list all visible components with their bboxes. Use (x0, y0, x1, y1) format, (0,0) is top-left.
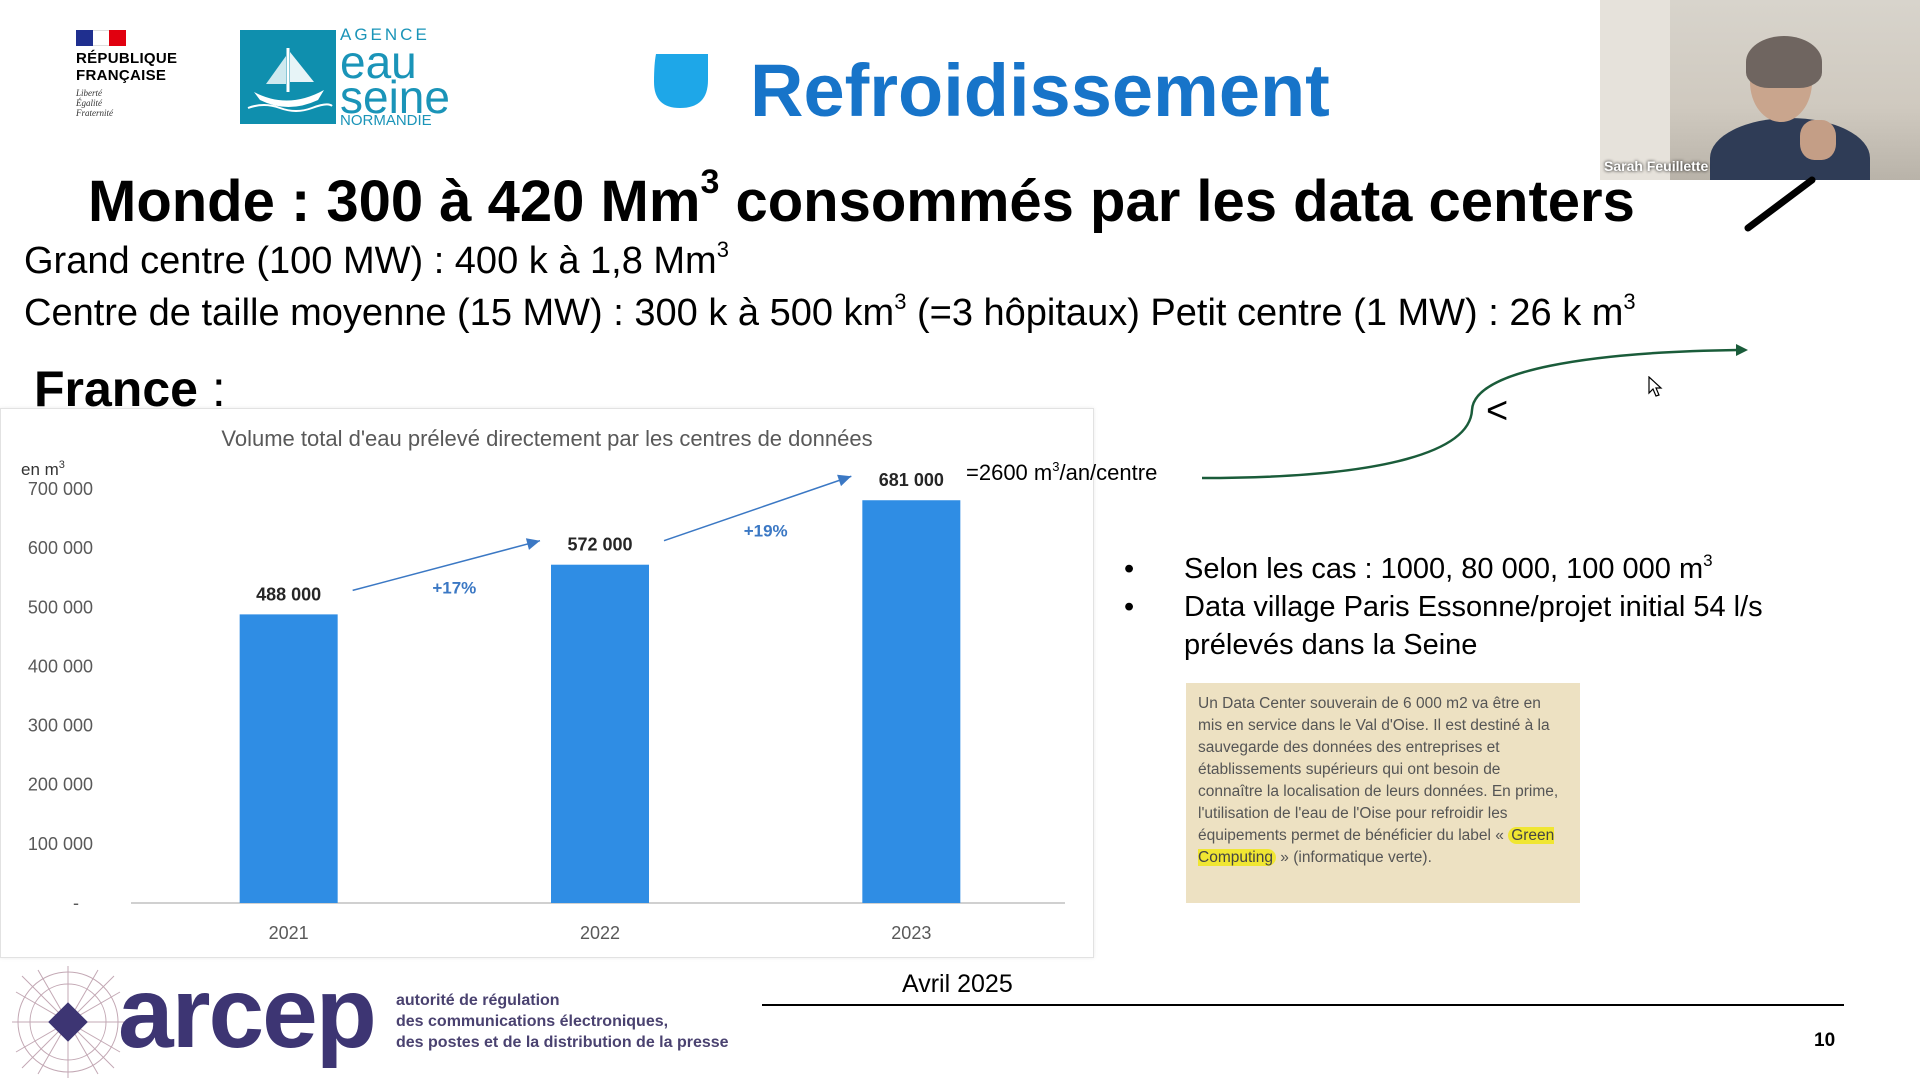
x-tick-label: 2022 (580, 923, 620, 943)
motto-egalite: Égalité (76, 98, 102, 108)
bar-2022 (551, 564, 649, 903)
bullet-list: • Selon les cas : 1000, 80 000, 100 000 … (1124, 550, 1884, 664)
growth-arrow-line (663, 475, 852, 542)
republique-francaise-logo: RÉPUBLIQUE FRANÇAISE Liberté Égalité Fra… (76, 30, 196, 118)
webcam-video-tile[interactable]: Sarah Feuillette (1600, 0, 1920, 180)
republic-name: RÉPUBLIQUE FRANÇAISE (76, 50, 196, 84)
republic-motto: Liberté Égalité Fraternité (76, 88, 196, 118)
growth-label: +17% (432, 579, 476, 598)
y-tick-label: 400 000 (28, 656, 93, 676)
y-tick-label: 600 000 (28, 538, 93, 558)
bullet-text-1: Selon les cas : 1000, 80 000, 100 000 m3 (1184, 551, 1713, 585)
bar-value-label: 681 000 (879, 470, 944, 490)
y-tick-label: 700 000 (28, 479, 93, 499)
bar-value-label: 572 000 (567, 535, 632, 555)
x-tick-label: 2021 (269, 923, 309, 943)
agency-line1: AGENCE (340, 25, 430, 44)
bullet-dot: • (1124, 591, 1135, 623)
republic-name-line1: RÉPUBLIQUE (76, 50, 178, 67)
arcep-logo-word: arcep (118, 957, 377, 1069)
newspaper-clipping: Un Data Center souverain de 6 000 m2 va … (1186, 683, 1580, 903)
motto-fraternite: Fraternité (76, 108, 113, 118)
mouse-cursor-icon (1648, 376, 1663, 397)
world-heading: Monde : 300 à 420 Mm3 consommés par les … (88, 163, 1635, 234)
trend-up-arrow-icon (1738, 172, 1828, 234)
y-tick-label: 100 000 (28, 834, 93, 854)
y-tick-label: 500 000 (28, 597, 93, 617)
list-item: • Selon les cas : 1000, 80 000, 100 000 … (1124, 550, 1884, 588)
bullet-dot: • (1124, 553, 1135, 585)
ship-logo-icon (240, 30, 336, 124)
france-heading: France : (34, 361, 226, 417)
bar-2021 (239, 614, 338, 903)
motto-liberte: Liberté (76, 88, 102, 98)
per-center-annotation: =2600 m3/an/centre (966, 459, 1158, 485)
arcep-tagline: autorité de régulation des communication… (396, 992, 729, 1051)
chart-svg: Volume total d'eau prélevé directement p… (21, 426, 1065, 943)
growth-arrow-head (525, 538, 540, 550)
large-center-line: Grand centre (100 MW) : 400 k à 1,8 Mm3 (24, 237, 729, 283)
slide-title: Refroidissement (750, 49, 1330, 132)
bar-value-label: 488 000 (256, 584, 321, 604)
agency-line3: seine (340, 71, 450, 123)
bar-2023 (862, 500, 961, 903)
participant-name: Sarah Feuillette (1604, 158, 1709, 174)
agency-logo-text: AGENCE eau seine NORMANDIE (340, 25, 450, 129)
list-item: • Data village Paris Essonne/projet init… (1124, 588, 1884, 664)
less-than-sign: < (1486, 390, 1509, 432)
water-volume-chart: Volume total d'eau prélevé directement p… (0, 408, 1094, 958)
agency-line4: NORMANDIE (340, 112, 432, 129)
y-tick-label: 200 000 (28, 775, 93, 795)
page-number: 10 (1814, 1030, 1836, 1051)
bullet-text-2: Data village Paris Essonne/projet initia… (1184, 591, 1763, 661)
y-tick-label: - (73, 893, 79, 913)
arcep-emblem-icon (12, 966, 124, 1078)
republic-name-line2: FRANÇAISE (76, 67, 167, 84)
agency-line2: eau (340, 36, 417, 88)
footer-divider (762, 1004, 1844, 1006)
chart-title: Volume total d'eau prélevé directement p… (221, 426, 872, 451)
growth-label: +19% (744, 521, 788, 540)
water-drop-icon (650, 50, 712, 112)
medium-small-center-line: Centre de taille moyenne (15 MW) : 300 k… (24, 289, 1636, 335)
french-flag-icon (76, 30, 127, 46)
x-tick-label: 2023 (891, 923, 931, 943)
y-tick-label: 300 000 (28, 716, 93, 736)
growth-arrow-head (837, 474, 852, 487)
footer-date: Avril 2025 (902, 970, 1013, 998)
y-axis-label: en m3 (21, 459, 65, 479)
growth-arrow-line (352, 539, 541, 592)
curved-arrow-icon (1201, 344, 1748, 480)
